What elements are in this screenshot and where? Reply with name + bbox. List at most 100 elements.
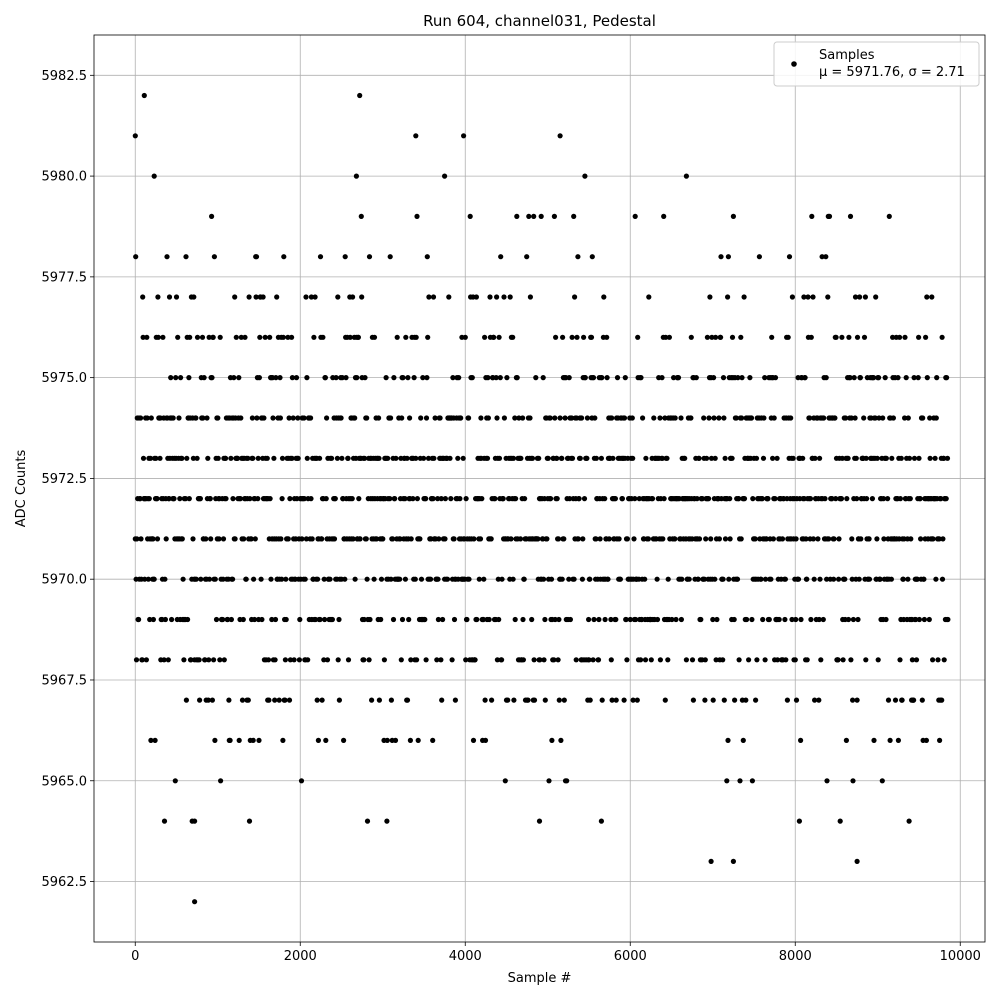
data-point [665,576,671,582]
data-point [336,697,342,703]
data-point [636,496,642,502]
data-point [303,294,309,300]
data-point [840,657,846,663]
data-point [473,294,479,300]
data-point [138,536,144,542]
data-point [712,576,718,582]
data-point [442,496,448,502]
y-tick-label: 5965.0 [42,774,88,789]
data-point [308,294,314,300]
data-point [514,213,520,219]
data-point [803,536,809,542]
data-point [527,415,533,421]
data-point [638,375,644,381]
data-point [899,697,905,703]
data-point [362,455,368,461]
data-point [663,334,669,340]
data-point [354,375,360,381]
data-point [239,697,246,703]
data-point [753,697,759,703]
data-point [150,616,156,623]
data-point [148,415,154,421]
data-point [494,415,500,421]
data-point [317,455,323,461]
data-point [272,657,278,663]
data-point [299,536,305,542]
data-point [150,536,156,542]
data-point [463,496,469,502]
data-point [821,415,827,421]
data-point [735,375,741,381]
data-point [632,213,638,219]
data-point [342,576,348,582]
data-point [564,778,570,784]
data-point [576,496,582,502]
data-point [679,576,685,582]
data-point [403,334,409,340]
data-point [329,616,335,623]
data-point [711,375,717,381]
data-point [399,415,405,421]
data-point [374,536,380,542]
data-point [329,455,335,461]
data-point [205,697,211,703]
data-point [320,334,326,340]
data-point [537,657,543,663]
data-point [847,213,854,219]
data-point [919,697,925,703]
data-point [683,657,690,663]
data-point [248,536,254,542]
data-point [410,496,416,502]
data-point [492,496,498,502]
data-point [258,576,264,582]
data-point [812,697,818,703]
data-point [319,536,325,542]
data-point [857,375,864,381]
data-point [761,415,767,421]
data-point [575,536,581,542]
data-point [793,697,800,703]
data-point [621,415,628,421]
data-point [388,697,394,703]
data-point [324,657,331,663]
data-point [308,496,314,502]
data-point [911,455,918,461]
data-point [646,294,652,300]
data-point [202,657,208,663]
data-point [358,213,364,219]
data-point [168,375,174,381]
data-point [425,334,431,340]
data-point [601,294,607,300]
data-point [250,455,256,461]
data-point [435,616,441,623]
data-point [438,657,444,663]
data-point [345,657,352,663]
data-point [287,496,293,502]
data-point-outlier [461,133,467,139]
legend-label-samples: Samples [819,48,875,63]
data-point [502,778,508,784]
data-point [895,375,901,381]
data-point [718,254,724,260]
data-point [380,536,386,542]
data-point-outlier [353,173,359,179]
data-point [392,496,398,502]
data-point [430,496,436,502]
data-point [640,415,646,421]
data-point [434,657,440,663]
data-point [810,294,816,300]
data-point [155,294,161,300]
data-point [927,415,933,421]
data-point [629,415,635,421]
data-point [391,375,397,381]
data-point [517,536,524,542]
data-point [177,496,183,502]
data-point [871,737,877,744]
data-point [854,496,860,502]
data-point [157,455,163,461]
data-point [798,737,804,744]
data-point [842,576,848,582]
data-point [602,616,608,623]
data-point [727,496,733,502]
data-point [560,334,566,340]
